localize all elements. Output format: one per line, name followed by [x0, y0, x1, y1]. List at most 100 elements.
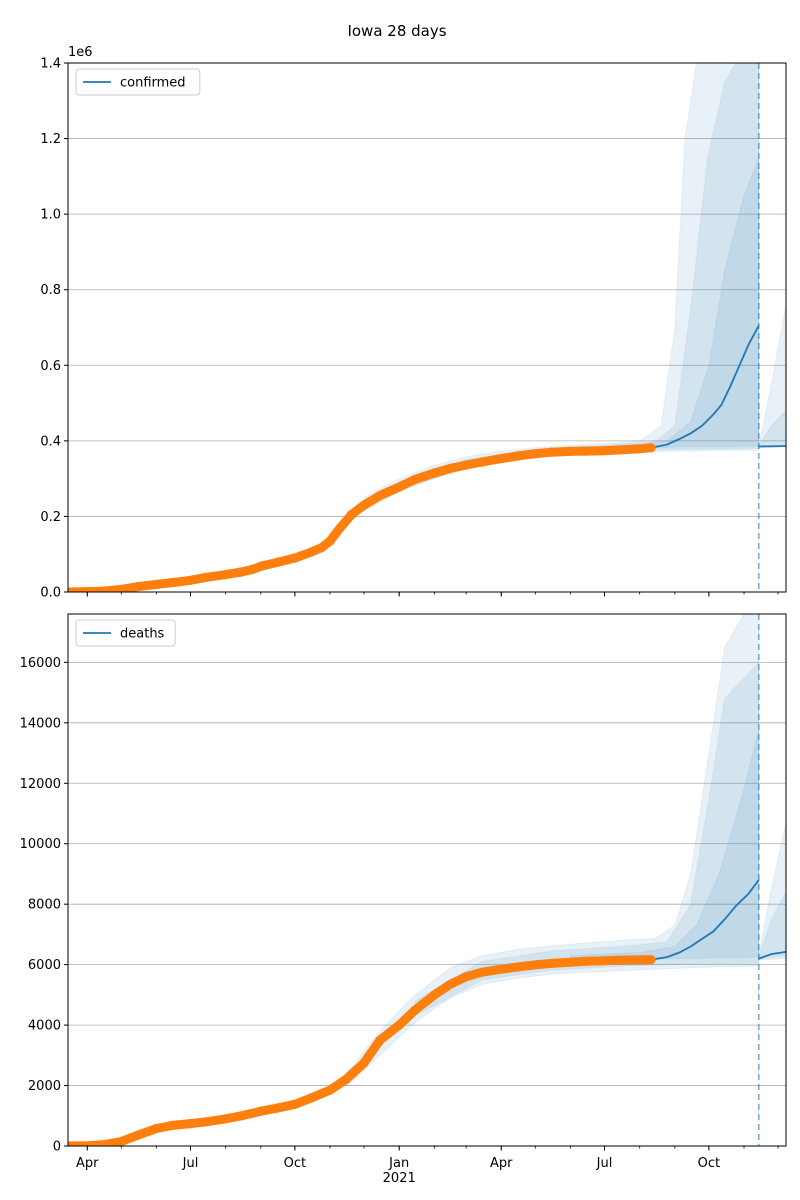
legend-box [75, 68, 201, 96]
y-tick-label: 4000 [28, 1019, 61, 1034]
model-median-line [650, 325, 760, 449]
observed-point [496, 964, 506, 974]
observed-point [201, 572, 211, 582]
observed-point [429, 990, 439, 1000]
y-tick-label: 8000 [28, 898, 61, 913]
legend: deaths [75, 619, 176, 647]
observed-point [477, 457, 487, 467]
observed-point [646, 443, 656, 453]
figure-title: Iowa 28 days [347, 22, 446, 40]
y-tick-label: 0.2 [40, 510, 61, 525]
observed-point [256, 1106, 266, 1116]
observed-point [185, 575, 196, 585]
observed-point [325, 536, 335, 546]
plot-content [68, 63, 786, 592]
y-tick-label: 0.8 [40, 283, 61, 298]
observed-point [116, 1136, 126, 1146]
observed-point [132, 1130, 142, 1140]
observed-point [325, 1085, 335, 1095]
plot-area [68, 63, 786, 592]
observed-point [167, 578, 177, 588]
observed-point [317, 542, 327, 553]
observed-point [82, 587, 92, 592]
observed-point [248, 564, 258, 574]
observed-point [167, 1120, 177, 1130]
observed-point [272, 557, 282, 568]
y-tick-label: 1.4 [40, 57, 61, 72]
observed-point [341, 1074, 351, 1085]
y-tick-label: 0.6 [40, 359, 61, 374]
observed-point [512, 962, 522, 972]
observed-point [615, 955, 626, 965]
observed-point [530, 449, 540, 459]
observed-point [512, 451, 522, 461]
observed-point [546, 447, 556, 457]
observed-point [394, 1020, 404, 1030]
observed-point [68, 1141, 73, 1146]
observed-point [599, 446, 610, 456]
observed-point [236, 1111, 247, 1121]
axes-frame [67, 62, 787, 593]
y-tick-label: 16000 [20, 656, 61, 671]
axes-frame [67, 613, 787, 1147]
x-tick-label: Jul [182, 1156, 199, 1171]
observed-point [347, 509, 357, 520]
observed-point [394, 482, 404, 492]
y-tick-label: 6000 [28, 958, 61, 973]
y-tick-label: 0.0 [40, 586, 61, 601]
observed-point [151, 1123, 162, 1134]
observed-point [581, 956, 592, 966]
observed-point [530, 960, 540, 970]
observed-point [410, 474, 420, 484]
observed-point [221, 570, 231, 580]
observed-point [306, 547, 316, 557]
x-year-label: 2021 [383, 1171, 416, 1186]
observed-point [565, 957, 576, 967]
observed-point [290, 1099, 300, 1109]
observed-point [615, 445, 626, 455]
observed-point [445, 979, 455, 989]
observed-point [306, 1093, 316, 1103]
observed-point [581, 446, 592, 456]
x-tick-label: Oct [284, 1156, 306, 1171]
observed-point [98, 586, 108, 592]
observed-point [359, 500, 369, 510]
y-tick-label: 0.4 [40, 434, 61, 449]
observed-point [646, 955, 656, 965]
observed-point [599, 956, 610, 966]
observed-point [221, 1114, 231, 1124]
y-tick-label: 10000 [20, 837, 61, 852]
observed-point [546, 958, 556, 969]
x-tick-label: Apr [76, 1156, 99, 1171]
observed-point [429, 468, 439, 478]
observed-point [410, 1005, 420, 1015]
y-tick-label: 14000 [20, 716, 61, 731]
observed-point [375, 491, 385, 501]
y-offset-label: 1e6 [68, 45, 93, 60]
forecast-median-line [758, 951, 786, 960]
observed-point [272, 1103, 282, 1113]
legend-box [75, 619, 176, 647]
observed-point [565, 446, 576, 456]
observed-point [185, 1119, 196, 1129]
y-tick-label: 2000 [28, 1079, 61, 1094]
legend-label: deaths [120, 627, 165, 642]
x-tick-label: Jul [596, 1156, 613, 1171]
observed-point [375, 1035, 385, 1045]
observed-point [68, 587, 73, 592]
plot-area [68, 614, 786, 1146]
uncertainty-band [345, 614, 760, 1089]
legend: confirmed [75, 68, 201, 96]
observed-point [359, 1058, 369, 1068]
observed-point [132, 582, 142, 592]
x-tick-label: Apr [490, 1156, 513, 1171]
observed-point [290, 553, 300, 563]
y-tick-label: 12000 [20, 777, 61, 792]
observed-point [635, 444, 645, 454]
observed-point [496, 454, 506, 464]
y-tick-label: 1.0 [40, 208, 61, 223]
observed-point [151, 579, 162, 590]
observed-point [256, 561, 266, 571]
observed-point [461, 460, 471, 470]
